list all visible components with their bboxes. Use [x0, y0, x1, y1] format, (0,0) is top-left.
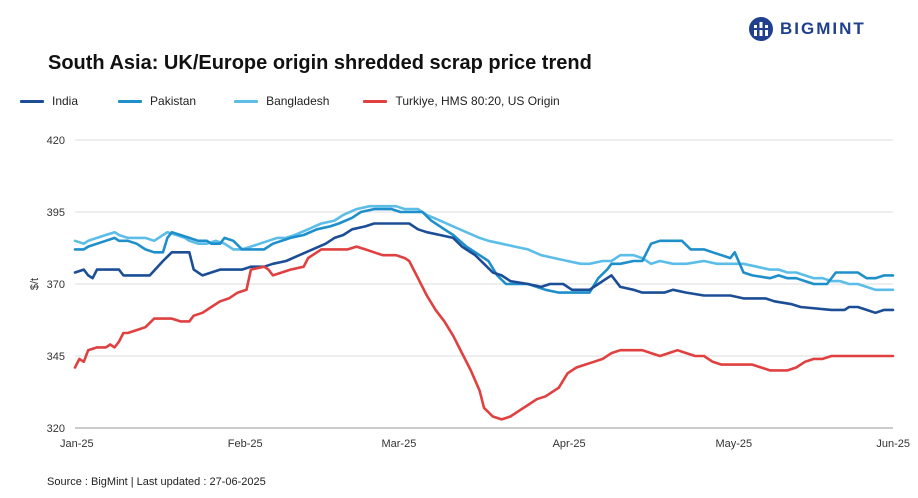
legend-label: India: [52, 94, 79, 108]
brand-logo: BIGMINT: [748, 16, 866, 42]
y-tick-label: 345: [47, 351, 65, 363]
y-tick-label: 395: [47, 207, 65, 219]
legend-swatch: [20, 99, 44, 103]
series-line-bangladesh: [73, 204, 895, 292]
x-tick-label: Mar-25: [381, 438, 416, 450]
x-tick-label: May-25: [715, 438, 752, 450]
legend-item: Pakistan: [118, 94, 196, 108]
x-tick-label: Jan-25: [60, 438, 94, 450]
y-tick-label: 370: [47, 279, 65, 291]
legend-label: Bangladesh: [266, 94, 330, 108]
series-line-india: [73, 222, 895, 315]
legend-label: Pakistan: [150, 94, 197, 108]
series-line-turkiye-hms-80-20-us-origin: [73, 245, 895, 421]
chart-legend: India Pakistan Bangladesh Turkiye, HMS 80:2…: [20, 94, 560, 108]
y-tick-label: 320: [47, 423, 65, 435]
source-note: Source : BigMint | Last updated : 27-06-…: [47, 476, 266, 488]
legend-label: Turkiye, HMS 80:20, US Origin: [395, 94, 560, 108]
legend-swatch: [363, 99, 388, 103]
legend-item: Bangladesh: [234, 94, 329, 108]
brand-name: BIGMINT: [780, 19, 866, 38]
x-tick-label: Apr-25: [553, 438, 586, 450]
legend-swatch: [234, 99, 259, 103]
y-tick-label: 420: [47, 135, 65, 147]
legend-swatch: [118, 99, 143, 103]
series-line-pakistan: [73, 207, 895, 294]
x-tick-label: Feb-25: [228, 438, 263, 450]
legend-item: Turkiye, HMS 80:20, US Origin: [363, 94, 560, 108]
legend-item: India: [20, 94, 78, 108]
chart-title: South Asia: UK/Europe origin shredded sc…: [48, 52, 592, 74]
x-tick-label: Jun-25: [876, 438, 910, 450]
y-axis-label: $/t: [29, 278, 41, 290]
brand-mark-icon: [749, 17, 773, 41]
